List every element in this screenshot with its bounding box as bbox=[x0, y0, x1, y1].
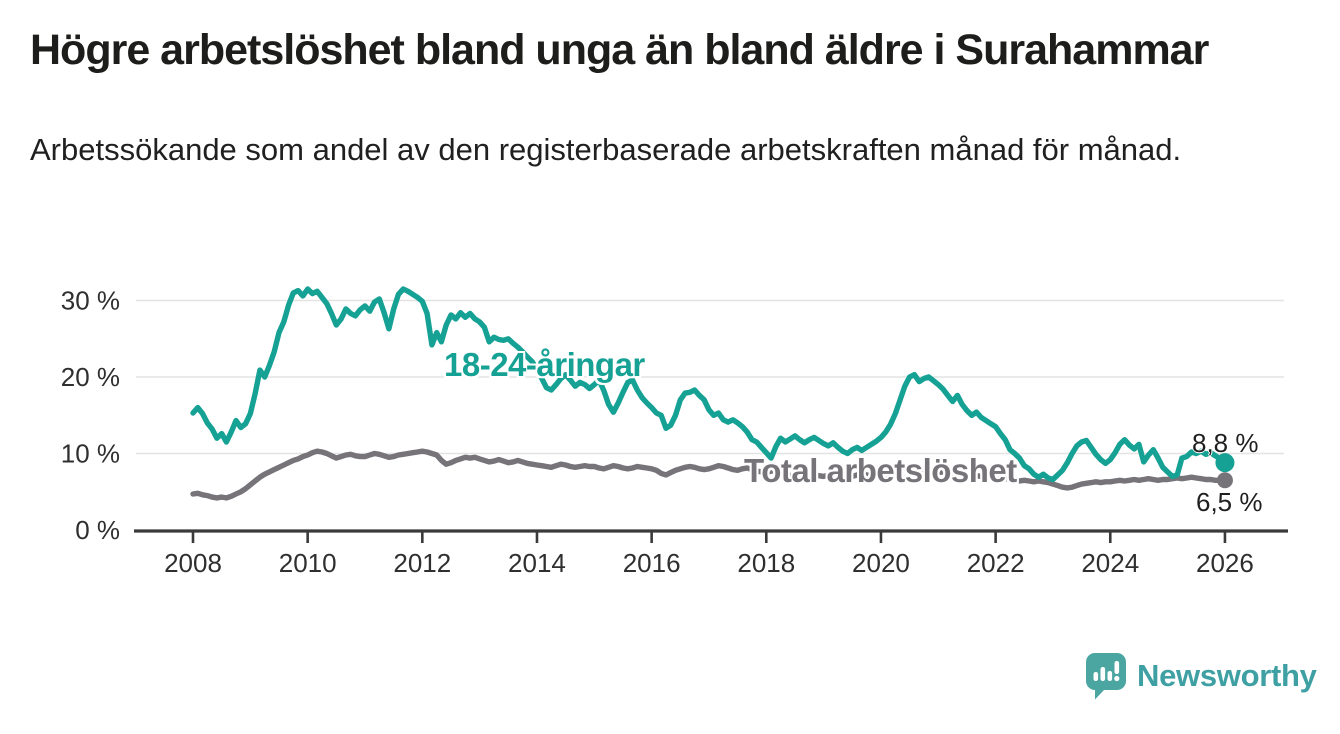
total-end-dot bbox=[1216, 472, 1233, 489]
x-tick-label: 2026 bbox=[1196, 548, 1254, 578]
bar-chart-bubble-icon bbox=[1086, 653, 1126, 700]
latest-value-youth: 8,8 % bbox=[1192, 428, 1259, 458]
x-tick-label: 2012 bbox=[393, 548, 451, 578]
x-tick-label: 2016 bbox=[623, 548, 681, 578]
series-label-total: Total arbetslöshet bbox=[744, 452, 1017, 489]
x-tick-label: 2018 bbox=[737, 548, 795, 578]
x-tick-label: 2008 bbox=[164, 548, 222, 578]
youth-end-dot bbox=[1215, 453, 1235, 473]
y-tick-label: 10 % bbox=[61, 439, 120, 469]
newsworthy-logo: Newsworthy bbox=[1085, 652, 1317, 700]
chart-subtitle: Arbetssökande som andel av den registerb… bbox=[30, 132, 1182, 167]
total-line bbox=[190, 448, 1228, 501]
y-tick-label: 30 % bbox=[61, 286, 120, 316]
y-tick-label: 0 % bbox=[75, 515, 120, 545]
chart-title: Högre arbetslöshet bland unga än bland ä… bbox=[30, 26, 1209, 74]
x-tick-label: 2022 bbox=[967, 548, 1025, 578]
series-label-youth: 18-24-åringar bbox=[444, 346, 645, 383]
newsworthy-wordmark: Newsworthy bbox=[1137, 658, 1317, 693]
y-tick-label: 20 % bbox=[61, 362, 120, 392]
x-tick-label: 2020 bbox=[852, 548, 910, 578]
youth-line bbox=[190, 286, 1228, 483]
x-tick-label: 2024 bbox=[1081, 548, 1139, 578]
x-tick-label: 2014 bbox=[508, 548, 566, 578]
latest-value-total: 6,5 % bbox=[1196, 487, 1263, 517]
x-tick-label: 2010 bbox=[279, 548, 337, 578]
